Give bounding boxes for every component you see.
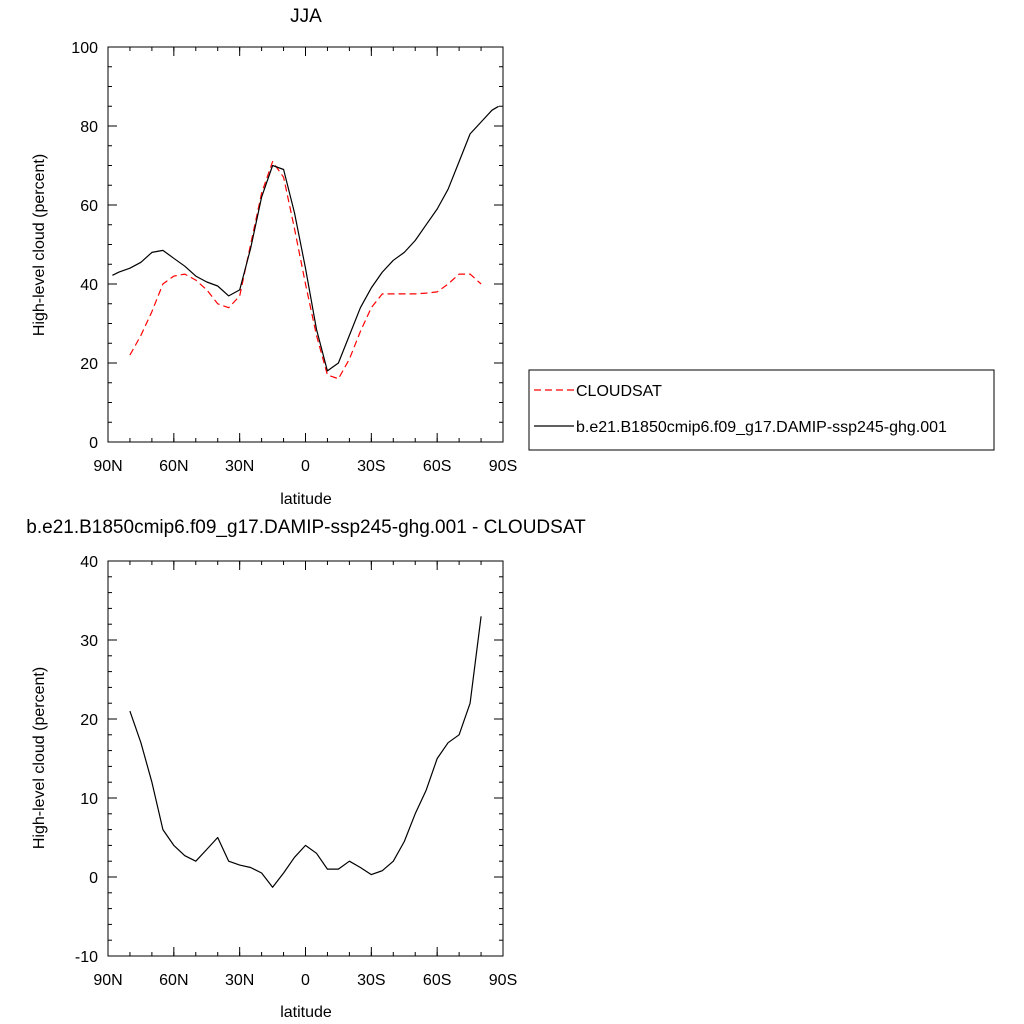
top-y-tick-label: 20 xyxy=(80,356,98,373)
bottom-x-tick-label: 90S xyxy=(489,972,517,989)
top-x-tick-label: 60N xyxy=(159,458,188,475)
bottom-x-tick-label: 60N xyxy=(159,972,188,989)
top-panel: JJA 90N 60N 30N 0 30S 60S 90S 0 20 40 60 80 100 lati… xyxy=(31,6,517,508)
top-y-tick-label: 40 xyxy=(80,277,98,294)
legend: CLOUDSAT b.e21.B1850cmip6.f09_g17.DAMIP-… xyxy=(528,369,995,451)
bottom-plot-title: b.e21.B1850cmip6.f09_g17.DAMIP-ssp245-gh… xyxy=(26,517,586,538)
bottom-x-tick-label: 0 xyxy=(301,972,310,989)
bottom-series-group xyxy=(129,616,482,888)
top-series-group xyxy=(112,105,499,380)
top-plot-title: JJA xyxy=(290,6,322,27)
legend-label-cloudsat: CLOUDSAT xyxy=(576,383,662,400)
top-y-tick-label: 80 xyxy=(80,119,98,136)
top-y-tick-label: 60 xyxy=(80,198,98,215)
top-series-line-0 xyxy=(129,161,482,380)
top-x-tick-label: 60S xyxy=(423,458,451,475)
top-series-line-1 xyxy=(112,105,499,372)
bottom-y-tick-label: 20 xyxy=(80,712,98,729)
bottom-y-tick-label: 30 xyxy=(80,633,98,650)
bottom-x-tick-label: 90N xyxy=(93,972,122,989)
bottom-x-tick-label: 60S xyxy=(423,972,451,989)
bottom-plot-frame xyxy=(107,560,504,957)
bottom-panel: b.e21.B1850cmip6.f09_g17.DAMIP-ssp245-gh… xyxy=(26,517,586,1021)
legend-box xyxy=(528,369,995,451)
top-x-axis-title: latitude xyxy=(280,491,332,508)
bottom-y-tick-label: 10 xyxy=(80,791,98,808)
bottom-y-tick-label: 0 xyxy=(89,870,98,887)
top-x-tick-label: 30S xyxy=(357,458,385,475)
top-y-tick-label: 100 xyxy=(71,40,98,57)
bottom-y-axis-title: High-level cloud (percent) xyxy=(31,667,48,849)
top-axis-ticks: 90N 60N 30N 0 30S 60S 90S 0 20 40 60 80 100 xyxy=(71,40,517,475)
top-y-axis-title: High-level cloud (percent) xyxy=(31,154,48,336)
legend-label-model: b.e21.B1850cmip6.f09_g17.DAMIP-ssp245-gh… xyxy=(576,419,947,436)
bottom-x-tick-label: 30S xyxy=(357,972,385,989)
top-y-tick-label: 0 xyxy=(89,435,98,452)
bottom-x-tick-label: 30N xyxy=(225,972,254,989)
bottom-axis-ticks: 90N 60N 30N 0 30S 60S 90S -10 0 10 20 30 40 xyxy=(75,554,517,989)
top-x-tick-label: 90S xyxy=(489,458,517,475)
top-x-tick-label: 0 xyxy=(301,458,310,475)
top-plot-frame xyxy=(107,46,504,443)
bottom-x-axis-title: latitude xyxy=(280,1004,332,1021)
bottom-y-tick-label: -10 xyxy=(75,949,98,966)
bottom-series-line-0 xyxy=(129,616,482,888)
top-x-tick-label: 30N xyxy=(225,458,254,475)
bottom-y-tick-label: 40 xyxy=(80,554,98,571)
top-x-tick-label: 90N xyxy=(93,458,122,475)
